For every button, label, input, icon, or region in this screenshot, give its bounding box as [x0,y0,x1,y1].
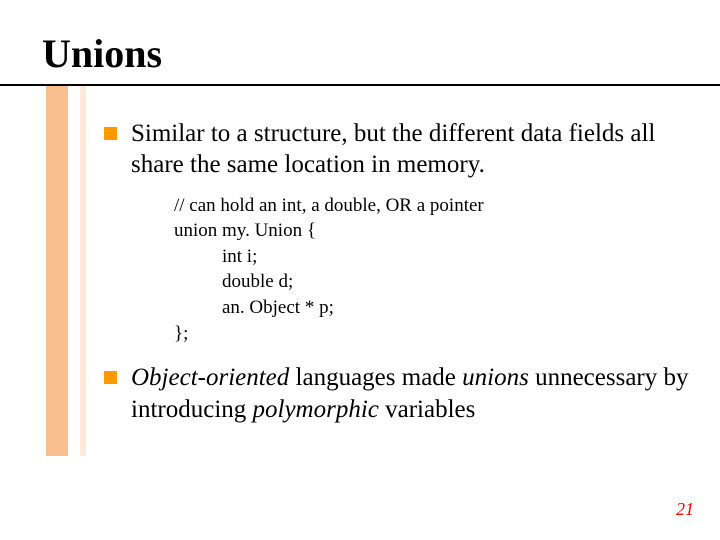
slide-title: Unions [42,30,162,77]
code-line: double d; [222,269,694,295]
code-block: // can hold an int, a double, OR a point… [174,193,694,347]
code-line: // can hold an int, a double, OR a point… [174,193,694,219]
content-area: Similar to a structure, but the differen… [104,118,694,437]
bullet-marker-icon [104,371,117,384]
bullet-text: Similar to a structure, but the differen… [131,118,694,181]
code-line: an. Object * p; [222,295,694,321]
code-line: union my. Union { [174,218,694,244]
bullet-item: Object-oriented languages made unions un… [104,362,694,425]
code-line: int i; [222,244,694,270]
accent-bar-thin [80,86,86,456]
accent-bar-thick [46,86,68,456]
bullet-text-rich: Object-oriented languages made unions un… [131,362,694,425]
page-number: 21 [676,499,694,520]
code-line: }; [174,321,694,347]
slide: Unions Similar to a structure, but the d… [0,0,720,540]
bullet-item: Similar to a structure, but the differen… [104,118,694,181]
title-underline [0,84,720,86]
bullet-marker-icon [104,127,117,140]
